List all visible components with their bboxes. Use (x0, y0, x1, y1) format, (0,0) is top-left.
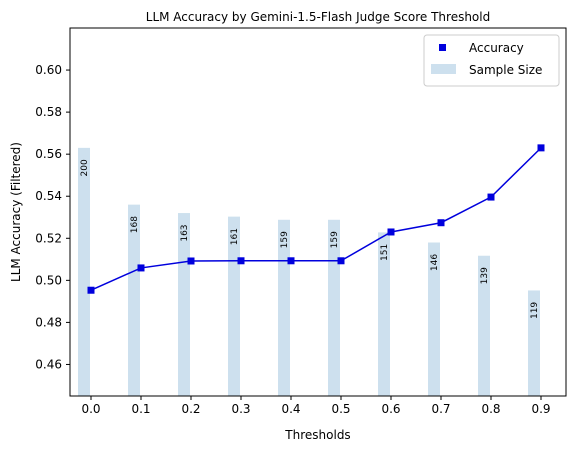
y-tick-label: 0.60 (35, 63, 62, 77)
accuracy-point (487, 193, 495, 201)
sample-size-value-label: 200 (80, 159, 90, 176)
sample-size-bar (528, 290, 540, 396)
sample-size-value-label: 161 (230, 228, 240, 245)
sample-size-value-label: 119 (530, 302, 540, 319)
y-tick-label: 0.46 (35, 357, 62, 371)
x-axis-label: Thresholds (284, 428, 350, 442)
legend-sample-size-label: Sample Size (469, 63, 542, 77)
sample-size-bars (78, 147, 540, 396)
accuracy-point (87, 286, 95, 294)
legend-sample-size-swatch (431, 64, 456, 74)
accuracy-series (87, 144, 545, 294)
sample-size-value-label: 146 (430, 254, 440, 271)
sample-size-value-label: 139 (480, 267, 490, 284)
sample-size-bar (278, 219, 290, 396)
x-tick-label: 0.2 (181, 402, 200, 416)
sample-size-bar (328, 219, 340, 396)
legend-box (423, 34, 560, 87)
accuracy-point (187, 257, 195, 265)
y-tick-label: 0.54 (35, 189, 62, 203)
sample-size-bar (478, 255, 490, 396)
sample-size-value-label: 163 (180, 224, 190, 241)
accuracy-point (137, 264, 145, 272)
x-tick-label: 0.0 (81, 402, 100, 416)
accuracy-point (387, 228, 395, 236)
sample-size-value-label: 159 (280, 231, 290, 248)
chart-title: LLM Accuracy by Gemini-1.5-Flash Judge S… (146, 10, 490, 24)
accuracy-point (337, 257, 345, 265)
y-axis-label: LLM Accuracy (Filtered) (9, 142, 23, 282)
sample-size-bar (78, 147, 90, 396)
x-tick-label: 0.4 (281, 402, 300, 416)
y-tick-label: 0.52 (35, 231, 62, 245)
sample-size-value-label: 159 (330, 231, 340, 248)
x-tick-label: 0.6 (381, 402, 400, 416)
x-tick-label: 0.1 (131, 402, 150, 416)
x-tick-label: 0.9 (531, 402, 550, 416)
sample-size-bar (428, 242, 440, 396)
legend: Accuracy Sample Size (423, 34, 560, 87)
sample-size-bar (128, 204, 140, 396)
sample-size-bar (178, 213, 190, 396)
y-tick-label: 0.56 (35, 147, 62, 161)
x-tick-label: 0.5 (331, 402, 350, 416)
accuracy-point (237, 257, 245, 265)
x-tick-label: 0.7 (431, 402, 450, 416)
y-tick-label: 0.50 (35, 273, 62, 287)
x-tick-label: 0.3 (231, 402, 250, 416)
x-axis: 0.0 0.1 0.2 0.3 0.4 0.5 0.6 0.7 0.8 0.9 (81, 396, 551, 416)
accuracy-point (437, 219, 445, 227)
legend-accuracy-label: Accuracy (469, 41, 524, 55)
y-tick-label: 0.48 (35, 315, 62, 329)
accuracy-point (537, 144, 545, 152)
accuracy-line (90, 147, 542, 291)
y-tick-label: 0.58 (35, 105, 62, 119)
sample-size-value-label: 151 (380, 244, 390, 261)
plot-frame (69, 27, 567, 397)
legend-accuracy-marker (439, 44, 446, 51)
sample-size-bar (378, 232, 390, 396)
sample-size-value-label: 168 (130, 216, 140, 233)
x-tick-label: 0.8 (481, 402, 500, 416)
sample-size-labels: 200 168 163 161 159 159 151 146 139 119 (80, 159, 540, 319)
y-axis: 0.46 0.48 0.50 0.52 0.54 0.56 0.58 0.60 (35, 63, 70, 371)
accuracy-point (287, 257, 295, 265)
